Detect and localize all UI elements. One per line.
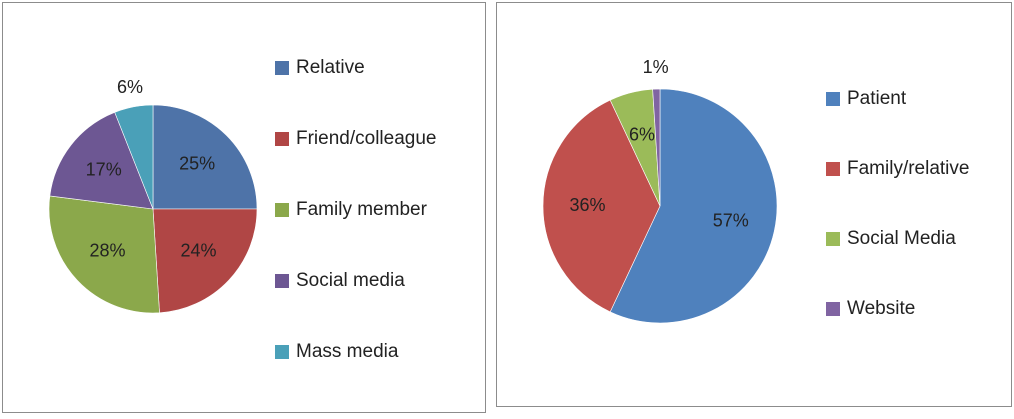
data-label-social-media: 6% — [629, 124, 655, 144]
legend-label-social-media: Social media — [296, 270, 405, 291]
legend-swatch-relative — [275, 61, 289, 75]
data-label-family-member: 28% — [89, 240, 125, 260]
data-label-friend-colleague: 24% — [180, 240, 216, 260]
legend-swatch-patient — [826, 92, 840, 106]
data-label-mass-media: 6% — [117, 77, 143, 97]
pie-slice-social-media — [49, 111, 154, 210]
legend-label-website: Website — [847, 298, 915, 319]
chart-panel-right: 57% 36% 6% 1% Patient Family/relative Social M… — [496, 2, 1012, 407]
legend-swatch-family-relative — [826, 162, 840, 176]
data-label-social-media: 17% — [86, 160, 122, 180]
legend-swatch-social-media — [275, 274, 289, 288]
legend-label-friend-colleague: Friend/colleague — [296, 128, 436, 149]
legend-label-family-member: Family member — [296, 199, 428, 220]
data-label-patient: 57% — [713, 211, 749, 231]
pie-slice-family-member — [48, 195, 160, 314]
data-label-website: 1% — [643, 57, 669, 77]
legend-label-social-media: Social Media — [847, 228, 956, 249]
pie-chart-right: 57% 36% 6% 1% Patient Family/relative Social M… — [542, 57, 969, 324]
legend-label-mass-media: Mass media — [296, 341, 399, 362]
legend-swatch-mass-media — [275, 345, 289, 359]
legend-swatch-friend-colleague — [275, 132, 289, 146]
legend-swatch-family-member — [275, 203, 289, 217]
pie-slice-family-relative — [542, 99, 661, 313]
pie-slice-website — [652, 88, 661, 207]
pie-slice-mass-media — [114, 104, 154, 210]
chart-panel-left: 25% 24% 28% 17% 6% Relative Friend/colleague Fa… — [2, 2, 486, 413]
legend-swatch-social-media — [826, 232, 840, 246]
legend-label-patient: Patient — [847, 88, 907, 109]
data-label-family-relative: 36% — [569, 195, 605, 215]
pie-slice-relative — [152, 104, 258, 210]
pie-slice-friend-colleague — [152, 208, 258, 314]
pie-chart-left: 25% 24% 28% 17% 6% Relative Friend/colleague Fa… — [48, 57, 436, 362]
pie-slice-patient — [609, 88, 778, 324]
legend-label-family-relative: Family/relative — [847, 158, 969, 179]
legend-swatch-website — [826, 302, 840, 316]
legend-label-relative: Relative — [296, 57, 365, 78]
data-label-relative: 25% — [179, 154, 215, 174]
